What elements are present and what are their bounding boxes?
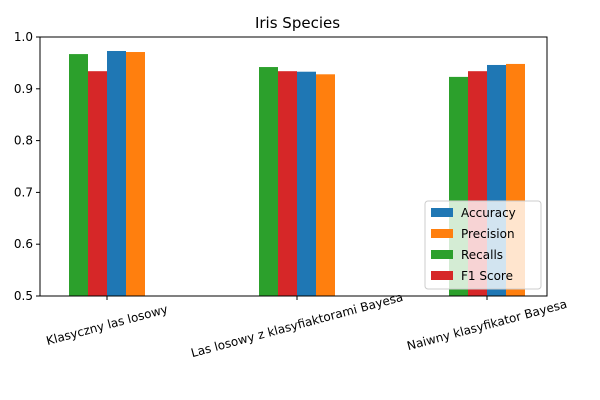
legend: Accuracy Precision Recalls F1 Score — [424, 200, 542, 290]
bar-precision-1 — [126, 52, 145, 296]
legend-box — [424, 200, 542, 290]
y-tick-label: 1.0 — [14, 30, 33, 44]
legend-swatch-f1-score — [431, 271, 453, 280]
x-tick-label: Naiwny klasyfikator Bayesa — [405, 297, 568, 353]
x-tick-label: Klasyczny las losowy — [45, 302, 170, 348]
bar-accuracy-1 — [107, 50, 126, 296]
legend-swatch-recalls — [431, 250, 453, 259]
bar-accuracy-2 — [297, 71, 316, 297]
legend-label-f1-score: F1 Score — [461, 269, 513, 283]
chart-title: Iris Species — [255, 14, 340, 32]
y-tick-label: 0.6 — [14, 237, 33, 251]
bar-f1-score-1 — [88, 71, 107, 296]
bar-recalls-2 — [259, 67, 278, 296]
x-tick-label: Las losowy z klasyfiaktorami Bayesa — [189, 290, 404, 360]
legend-swatch-precision — [431, 229, 453, 238]
bar-precision-2 — [316, 74, 335, 296]
legend-swatch-accuracy — [431, 208, 453, 217]
legend-label-recalls: Recalls — [461, 248, 503, 262]
y-tick-label: 0.7 — [14, 185, 33, 199]
axes-frame — [39, 36, 548, 297]
bar-f1-score-2 — [278, 71, 297, 296]
plot-area: 0.5 0.6 0.7 0.8 0.9 1.0 Klasyczny las losowy La… — [14, 30, 569, 360]
bar-recalls-1 — [69, 54, 88, 297]
y-tick-label: 0.8 — [14, 134, 33, 148]
legend-label-accuracy: Accuracy — [461, 206, 516, 220]
legend-label-precision: Precision — [461, 227, 515, 241]
y-tick-label: 0.9 — [14, 82, 33, 96]
y-tick-label: 0.5 — [14, 289, 33, 303]
